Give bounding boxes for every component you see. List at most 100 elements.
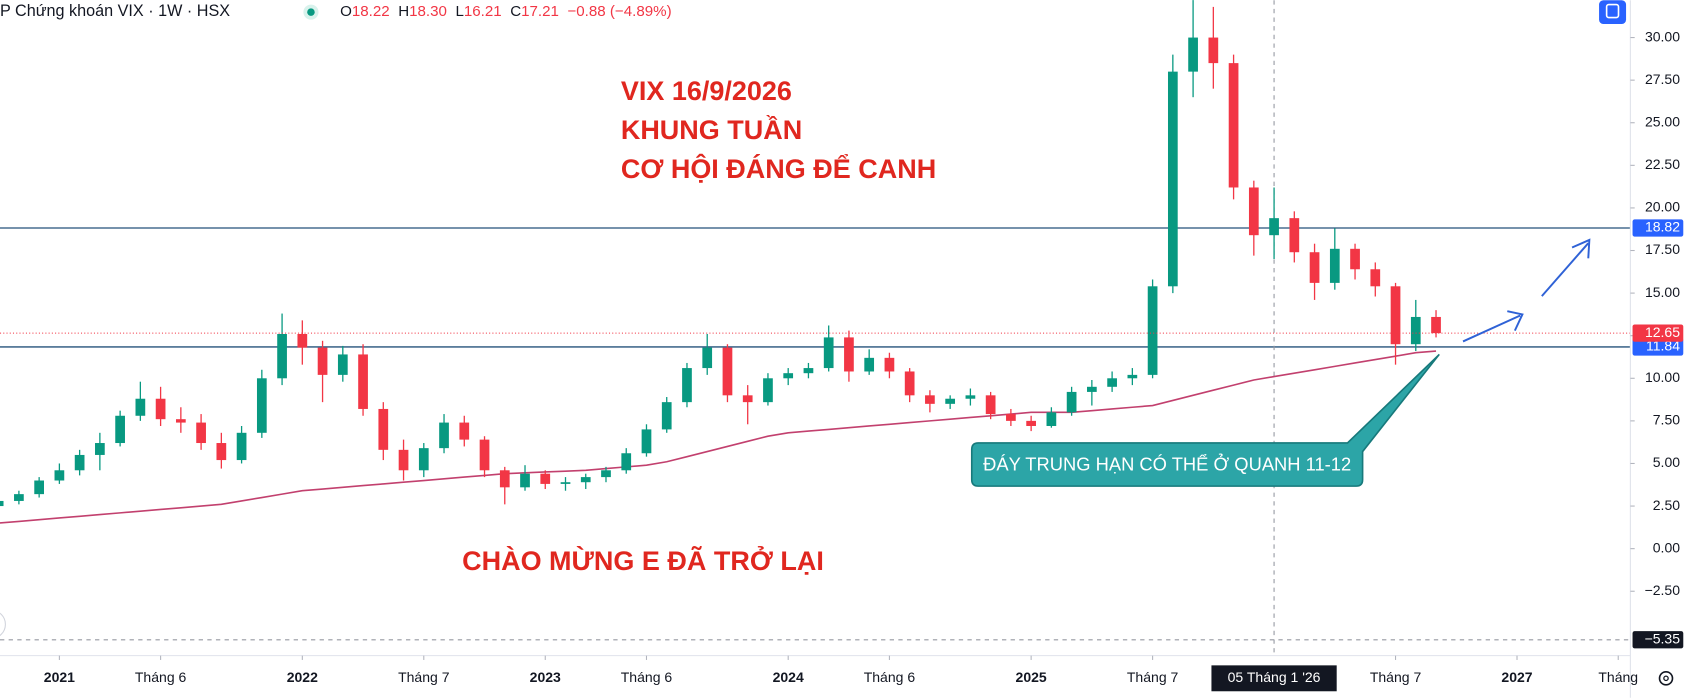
candle-body xyxy=(540,473,551,484)
candle-body xyxy=(1167,71,1178,287)
annotation: CƠ HỘI ĐÁNG ĐỂ CANH xyxy=(621,152,936,184)
candle-body xyxy=(1026,420,1036,426)
candle-body xyxy=(783,373,794,379)
candle-body xyxy=(115,415,125,444)
y-tick-label: 2.50 xyxy=(1653,497,1680,513)
plot-area xyxy=(0,0,1631,656)
arrows xyxy=(1462,238,1591,343)
arrow xyxy=(1462,314,1521,343)
candle-body xyxy=(1350,248,1360,270)
candle-body xyxy=(277,333,287,379)
y-tick-label: −2.50 xyxy=(1645,582,1681,598)
candle-body xyxy=(135,398,146,416)
candle-body xyxy=(1147,286,1158,375)
candle-body xyxy=(297,333,308,348)
ohlc-legend: O18.22 H18.30 L16.21 C17.21 −0.88 (−4.89… xyxy=(340,3,672,20)
level-label: 18.82 xyxy=(1645,219,1680,235)
candle-body xyxy=(844,337,854,372)
c-label: C xyxy=(510,3,521,20)
candle-body xyxy=(439,422,449,449)
candle-body xyxy=(1370,269,1381,287)
settings-icon xyxy=(1663,675,1669,682)
candle-body xyxy=(196,422,206,444)
candle-body xyxy=(1208,37,1219,64)
y-tick-label: 32.50 xyxy=(1645,0,1680,2)
candle-body xyxy=(175,419,186,423)
settings-button[interactable] xyxy=(1658,671,1674,686)
last-price-label-box xyxy=(1632,324,1684,342)
candle-body xyxy=(580,477,591,483)
screenshot-button[interactable] xyxy=(1599,0,1627,25)
change: −0.88 (−4.89%) xyxy=(567,3,671,20)
o-value: 18.22 xyxy=(352,3,390,20)
candle-body xyxy=(823,337,834,369)
candle-body xyxy=(95,443,105,455)
x-tick-label: 2021 xyxy=(44,669,75,685)
candle-body xyxy=(1309,252,1320,283)
candle-body xyxy=(14,494,24,501)
candle-body xyxy=(1228,63,1239,188)
annotation: CHÀO MỪNG E ĐÃ TRỞ LẠI xyxy=(462,544,824,576)
o-label: O xyxy=(340,3,352,20)
y-tick-label: 30.00 xyxy=(1645,28,1680,44)
x-tick-label: Tháng 6 xyxy=(135,669,187,685)
candle-body xyxy=(1006,414,1016,421)
candle-body xyxy=(945,398,956,404)
y-tick-label: 10.00 xyxy=(1645,369,1680,385)
candle-body xyxy=(661,402,672,430)
last-price-label: 12.65 xyxy=(1645,324,1680,340)
l-value: 16.21 xyxy=(464,3,502,20)
candle-body xyxy=(1289,218,1300,253)
x-tick-label: 2023 xyxy=(530,669,561,685)
y-tick-label: 25.00 xyxy=(1645,113,1680,129)
candle-body xyxy=(803,368,814,374)
scroll-button[interactable] xyxy=(0,610,6,638)
candle-body xyxy=(378,408,389,450)
candle-body xyxy=(216,443,227,461)
arrowhead xyxy=(1507,310,1524,332)
level-label-box xyxy=(1632,338,1684,356)
candle-body xyxy=(54,470,65,481)
status-dot xyxy=(307,8,315,16)
candle-body xyxy=(682,368,692,403)
arrow xyxy=(1541,242,1589,297)
header: P Chứng khoán VIX · 1W · HSX xyxy=(0,2,230,20)
candle-body xyxy=(1188,37,1198,72)
candle-body xyxy=(763,378,773,403)
candle-body xyxy=(1390,286,1401,345)
candle-body xyxy=(1066,391,1077,413)
h-value: 18.30 xyxy=(409,3,447,20)
candle-body xyxy=(1107,378,1117,387)
crosshair-price-label-box xyxy=(1632,631,1684,649)
y-tick-label: 17.50 xyxy=(1645,241,1680,257)
candle-body xyxy=(1431,316,1441,334)
annotation: VIX 16/9/2026 xyxy=(621,76,792,106)
candle-body xyxy=(1087,386,1097,392)
candle-body xyxy=(0,500,4,507)
candle-body xyxy=(358,354,368,409)
candle-body xyxy=(256,378,267,433)
candle-body xyxy=(621,453,632,471)
candle-body xyxy=(1248,187,1259,236)
candle-body xyxy=(742,395,753,403)
candle-body xyxy=(236,432,247,461)
candle-body xyxy=(702,347,713,369)
candle-body xyxy=(985,395,996,415)
candle-body xyxy=(1269,218,1279,236)
candle-body xyxy=(884,357,895,372)
x-tick-label: 2022 xyxy=(287,669,318,685)
x-tick-label: Tháng 7 xyxy=(1370,669,1422,685)
level-label-box xyxy=(1632,219,1684,237)
y-tick-label: 27.50 xyxy=(1645,71,1680,87)
x-tick-label: Tháng 7 xyxy=(1127,669,1179,685)
y-tick-label: 22.50 xyxy=(1645,156,1680,172)
y-tick-label: 20.00 xyxy=(1645,199,1680,215)
crosshair-price-label: −5.35 xyxy=(1645,630,1681,646)
crosshair-date-box xyxy=(1211,665,1337,692)
candle-body xyxy=(925,395,935,404)
callout-text: ĐÁY TRUNG HẠN CÓ THỂ Ở QUANH 11-12 xyxy=(983,453,1351,474)
x-tick-label: 2027 xyxy=(1501,669,1532,685)
candle-body xyxy=(904,371,915,396)
callout-box xyxy=(970,353,1440,487)
